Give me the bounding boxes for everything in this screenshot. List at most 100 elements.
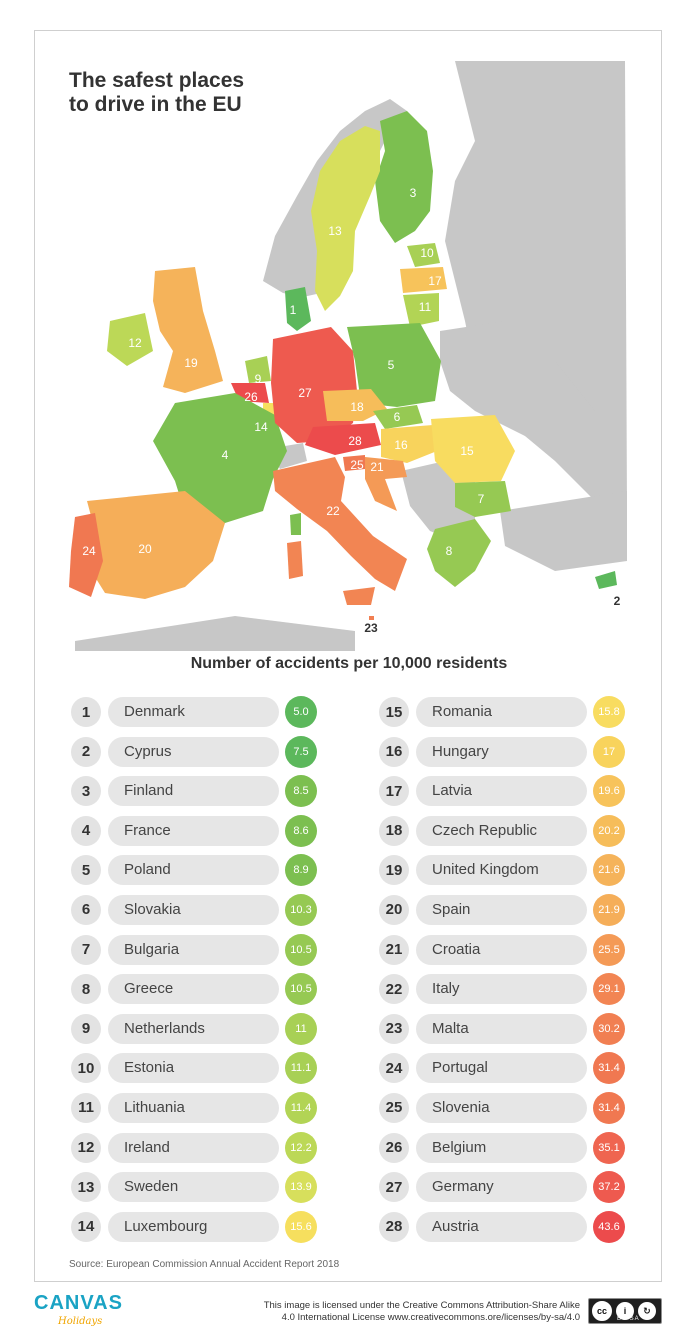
map-label-ireland: 12: [128, 336, 142, 350]
accident-value-badge: 10.3: [285, 893, 317, 926]
rank-number: 27: [379, 1172, 409, 1203]
map-label-czech: 18: [350, 400, 364, 414]
country-name: Latvia: [416, 776, 587, 807]
map-label-greece: 8: [446, 544, 453, 558]
rank-number: 15: [379, 697, 409, 727]
map-label-finland: 3: [410, 186, 417, 200]
rank-number: 9: [71, 1013, 101, 1044]
map-label-romania: 15: [460, 444, 474, 458]
accident-value-badge: 31.4: [593, 1052, 625, 1085]
map-title: The safest places to drive in the EU: [69, 69, 329, 117]
country-name: Greece: [108, 974, 279, 1005]
rank-number: 21: [379, 934, 409, 965]
ranking-row: 15 Romania 15.8: [379, 696, 639, 728]
lithuania-shape: [403, 293, 439, 327]
country-name: Slovenia: [416, 1092, 587, 1123]
ranking-row: 5 Poland 8.9: [71, 854, 331, 887]
map-title-line1: The safest places: [69, 69, 245, 92]
country-name: Sweden: [108, 1172, 279, 1203]
license-text: This image is licensed under the Creativ…: [250, 1300, 580, 1324]
ranking-row: 23 Malta 30.2: [379, 1012, 639, 1045]
rank-number: 8: [71, 974, 101, 1005]
cc-license-badge: cc i ↻ BY SA: [588, 1298, 662, 1324]
map-label-malta: 23: [364, 621, 378, 635]
map-title-line2: to drive in the EU: [69, 93, 242, 116]
rank-number: 13: [71, 1172, 101, 1203]
rank-number: 2: [71, 736, 101, 767]
slovakia-shape: [373, 405, 423, 429]
accident-value-badge: 8.9: [285, 854, 317, 887]
accident-value-badge: 13.9: [285, 1171, 317, 1204]
accident-value-badge: 11.4: [285, 1091, 317, 1124]
ranking-row: 28 Austria 43.6: [379, 1210, 639, 1243]
rank-number: 22: [379, 974, 409, 1005]
ranking-row: 14 Luxembourg 15.6: [71, 1210, 331, 1243]
country-name: Italy: [416, 974, 587, 1005]
country-name: Germany: [416, 1172, 587, 1203]
greece-shape: [427, 519, 491, 587]
cc-badge-text: BY SA: [617, 1316, 640, 1322]
accident-value-badge: 10.5: [285, 973, 317, 1006]
ranking-list-left: 1 Denmark 5.0 2 Cyprus 7.5 3 Finland 8.5 4 France 8…: [71, 696, 331, 1251]
accident-value-badge: 15.8: [593, 696, 625, 728]
license-line1: This image is licensed under the Creativ…: [263, 1300, 580, 1311]
map-label-germany: 27: [298, 386, 312, 400]
rank-number: 14: [71, 1211, 101, 1242]
map-label-austria: 28: [348, 434, 362, 448]
by-icon: i: [616, 1302, 634, 1320]
portugal-shape: [69, 513, 103, 597]
country-name: Malta: [416, 1013, 587, 1044]
accident-value-badge: 7.5: [285, 735, 317, 768]
ranking-row: 11 Lithuania 11.4: [71, 1091, 331, 1124]
map-label-lithuania: 11: [419, 300, 432, 314]
malta-shape: [369, 616, 374, 620]
ranking-row: 21 Croatia 25.5: [379, 933, 639, 966]
netherlands-shape: [245, 356, 271, 383]
rank-number: 3: [71, 776, 101, 807]
accident-value-badge: 19.6: [593, 775, 625, 808]
accident-value-badge: 35.1: [593, 1131, 625, 1164]
ranking-row: 3 Finland 8.5: [71, 775, 331, 808]
cc-icon: cc: [592, 1301, 612, 1321]
map-label-bulgaria: 7: [478, 492, 485, 506]
country-name: Luxembourg: [108, 1211, 279, 1242]
north-africa-shape: [75, 616, 355, 651]
accident-value-badge: 20.2: [593, 814, 625, 847]
estonia-shape: [407, 243, 440, 267]
denmark-shape: [285, 287, 311, 331]
accident-value-badge: 21.9: [593, 893, 625, 926]
rank-number: 16: [379, 736, 409, 767]
france-shape: [153, 393, 287, 523]
rank-number: 12: [71, 1132, 101, 1163]
map-label-spain: 20: [138, 542, 152, 556]
country-name: Czech Republic: [416, 815, 587, 846]
ranking-row: 19 United Kingdom 21.6: [379, 854, 639, 887]
map-label-sweden: 13: [328, 224, 342, 238]
country-name: Hungary: [416, 736, 587, 767]
austria-shape: [305, 423, 381, 455]
ranking-row: 4 France 8.6: [71, 814, 331, 847]
europe-map: 1 2 3 4 5 6 7 8 9 10 11 12 13 14 15 16 1…: [69, 61, 627, 651]
ranking-row: 2 Cyprus 7.5: [71, 735, 331, 768]
bulgaria-shape: [455, 481, 511, 517]
map-label-italy: 22: [326, 504, 340, 518]
accident-value-badge: 31.4: [593, 1091, 625, 1124]
chart-subtitle: Number of accidents per 10,000 residents: [190, 655, 508, 672]
rank-number: 24: [379, 1053, 409, 1084]
ranking-row: 18 Czech Republic 20.2: [379, 814, 639, 847]
map-label-estonia: 10: [420, 246, 434, 260]
country-name: Netherlands: [108, 1013, 279, 1044]
canvas-logo-sub: Holidays: [58, 1316, 103, 1327]
ranking-row: 24 Portugal 31.4: [379, 1052, 639, 1085]
accident-value-badge: 21.6: [593, 854, 625, 887]
rank-number: 11: [71, 1092, 101, 1123]
cyprus-shape: [595, 571, 617, 589]
ranking-row: 1 Denmark 5.0: [71, 696, 331, 728]
ranking-row: 12 Ireland 12.2: [71, 1131, 331, 1164]
map-label-belgium: 26: [244, 390, 258, 404]
slovenia-shape: [343, 455, 365, 471]
accident-value-badge: 43.6: [593, 1210, 625, 1243]
rank-number: 28: [379, 1211, 409, 1242]
rank-number: 1: [71, 697, 101, 727]
ranking-row: 22 Italy 29.1: [379, 973, 639, 1006]
